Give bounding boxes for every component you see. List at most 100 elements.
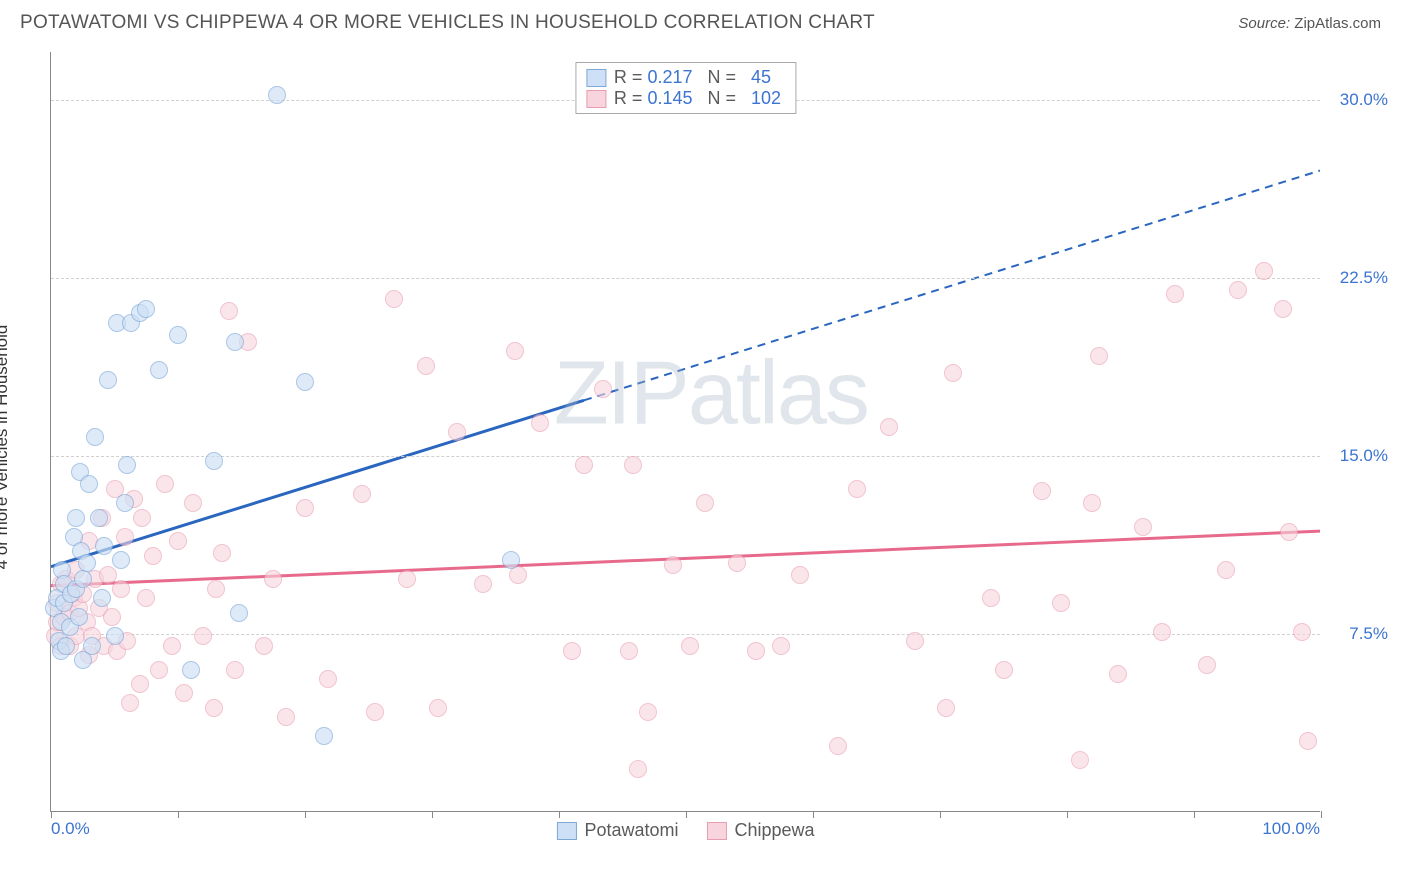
data-point	[353, 485, 371, 503]
data-point	[121, 694, 139, 712]
stats-legend-row: R = 0.145 N = 102	[586, 88, 781, 109]
data-point	[429, 699, 447, 717]
data-point	[639, 703, 657, 721]
data-point	[1255, 262, 1273, 280]
stats-text: R = 0.217 N = 45	[614, 67, 771, 88]
trendlines-layer	[51, 52, 1320, 811]
data-point	[1166, 285, 1184, 303]
data-point	[112, 580, 130, 598]
data-point	[205, 452, 223, 470]
data-point	[474, 575, 492, 593]
stats-text: R = 0.145 N = 102	[614, 88, 781, 109]
x-tick	[1194, 811, 1195, 818]
y-gridline	[51, 456, 1320, 457]
data-point	[150, 661, 168, 679]
data-point	[80, 475, 98, 493]
data-point	[385, 290, 403, 308]
data-point	[144, 547, 162, 565]
data-point	[906, 632, 924, 650]
data-point	[1134, 518, 1152, 536]
data-point	[116, 528, 134, 546]
data-point	[116, 494, 134, 512]
y-tick-label: 7.5%	[1349, 624, 1388, 644]
x-tick	[178, 811, 179, 818]
data-point	[1033, 482, 1051, 500]
legend-label: Chippewa	[734, 820, 814, 841]
plot-area: ZIPatlas R = 0.217 N = 45R = 0.145 N = 1…	[50, 52, 1320, 812]
legend-item: Chippewa	[706, 820, 814, 841]
data-point	[1229, 281, 1247, 299]
data-point	[772, 637, 790, 655]
data-point	[1198, 656, 1216, 674]
source-name: ZipAtlas.com	[1294, 15, 1381, 32]
data-point	[205, 699, 223, 717]
stats-legend: R = 0.217 N = 45R = 0.145 N = 102	[575, 62, 796, 114]
y-gridline	[51, 634, 1320, 635]
data-point	[268, 86, 286, 104]
data-point	[133, 509, 151, 527]
data-point	[106, 627, 124, 645]
data-point	[417, 357, 435, 375]
x-tick	[51, 811, 52, 818]
data-point	[696, 494, 714, 512]
data-point	[67, 509, 85, 527]
data-point	[277, 708, 295, 726]
x-tick	[559, 811, 560, 818]
legend-swatch	[586, 69, 606, 87]
source-attribution: Source: ZipAtlas.com	[1238, 15, 1381, 32]
data-point	[398, 570, 416, 588]
data-point	[131, 675, 149, 693]
data-point	[829, 737, 847, 755]
data-point	[194, 627, 212, 645]
data-point	[296, 499, 314, 517]
data-point	[175, 684, 193, 702]
data-point	[86, 428, 104, 446]
data-point	[1274, 300, 1292, 318]
stats-legend-row: R = 0.217 N = 45	[586, 67, 781, 88]
data-point	[57, 637, 75, 655]
data-point	[163, 637, 181, 655]
legend-swatch	[556, 822, 576, 840]
y-tick-label: 22.5%	[1340, 268, 1388, 288]
data-point	[937, 699, 955, 717]
data-point	[728, 554, 746, 572]
data-point	[74, 570, 92, 588]
x-tick	[813, 811, 814, 818]
data-point	[182, 661, 200, 679]
data-point	[95, 537, 113, 555]
x-max-label: 100.0%	[1262, 819, 1320, 839]
data-point	[1217, 561, 1235, 579]
data-point	[213, 544, 231, 562]
data-point	[747, 642, 765, 660]
data-point	[1109, 665, 1127, 683]
x-tick	[1067, 811, 1068, 818]
data-point	[93, 589, 111, 607]
data-point	[156, 475, 174, 493]
data-point	[629, 760, 647, 778]
data-point	[220, 302, 238, 320]
data-point	[620, 642, 638, 660]
data-point	[624, 456, 642, 474]
bottom-legend: Potawatomi Chippewa	[556, 820, 814, 841]
data-point	[664, 556, 682, 574]
data-point	[681, 637, 699, 655]
source-label: Source:	[1238, 15, 1294, 32]
data-point	[264, 570, 282, 588]
data-point	[230, 604, 248, 622]
data-point	[70, 608, 88, 626]
data-point	[78, 554, 96, 572]
data-point	[1071, 751, 1089, 769]
data-point	[207, 580, 225, 598]
data-point	[531, 414, 549, 432]
data-point	[791, 566, 809, 584]
data-point	[296, 373, 314, 391]
data-point	[944, 364, 962, 382]
data-point	[226, 661, 244, 679]
data-point	[315, 727, 333, 745]
y-axis-title: 4 or more Vehicles in Household	[0, 325, 12, 570]
x-tick	[305, 811, 306, 818]
data-point	[502, 551, 520, 569]
legend-label: Potawatomi	[584, 820, 678, 841]
data-point	[137, 300, 155, 318]
data-point	[1299, 732, 1317, 750]
